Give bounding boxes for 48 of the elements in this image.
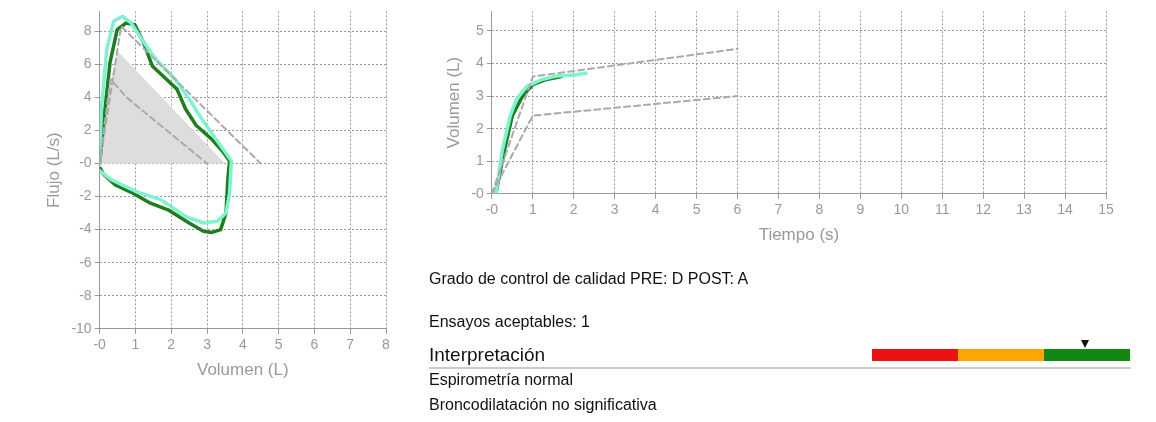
y-tick-label: 6 [83, 55, 92, 72]
x-axis-title: Tiempo (s) [758, 225, 840, 245]
x-tick-label: 7 [346, 336, 355, 353]
x-tick-label: 6 [733, 201, 742, 218]
x-tick-label: 11 [934, 201, 950, 218]
x-tick-label: 4 [238, 336, 247, 353]
y-tick-label: -0 [471, 184, 485, 201]
x-tick-label: 5 [274, 336, 283, 353]
x-tick-label: 14 [1057, 201, 1074, 218]
y-axis-title: Flujo (L/s) [43, 132, 63, 208]
x-tick-label: 5 [692, 201, 701, 218]
y-tick-label: 2 [83, 121, 92, 138]
y-tick-label: 2 [476, 119, 485, 136]
text: Interpretación [429, 344, 546, 366]
y-tick-label: 8 [83, 22, 92, 39]
x-tick-label: 12 [975, 201, 992, 218]
y-tick-label: -2 [79, 187, 92, 204]
y-tick-label: 4 [476, 54, 485, 71]
x-tick-label: 2 [167, 336, 176, 353]
text: Broncodilatación no significativa [429, 396, 657, 414]
x-tick-label: 1 [131, 336, 140, 353]
x-tick-label: 1 [528, 201, 537, 218]
y-tick-label: 3 [476, 86, 485, 103]
x-tick-label: 10 [893, 201, 910, 218]
y-tick-label: -10 [71, 319, 92, 336]
text: Ensayos aceptables: 1 [429, 313, 590, 331]
y-tick-label: 1 [476, 152, 485, 169]
y-tick-label: -0 [79, 154, 92, 171]
x-tick-label: 15 [1098, 201, 1114, 218]
x-tick-label: 13 [1016, 201, 1033, 218]
x-tick-label: 8 [815, 201, 824, 218]
y-tick-label: -8 [79, 286, 92, 303]
x-tick-label: 2 [569, 201, 578, 218]
x-tick-label: 7 [774, 201, 783, 218]
y-axis-title: Volumen (L) [443, 56, 463, 149]
y-tick-label: -4 [79, 220, 92, 237]
y-tick-label: 5 [476, 21, 485, 38]
x-tick-label: 3 [610, 201, 619, 218]
x-tick-label: 3 [203, 336, 212, 353]
y-tick-label: 4 [83, 88, 92, 105]
text: Grado de control de calidad PRE: D POST: A [429, 270, 749, 288]
x-tick-label: 8 [382, 336, 391, 353]
y-tick-label: -6 [79, 253, 92, 270]
x-tick-label: 9 [856, 201, 865, 218]
x-axis-title: Volumen (L) [196, 360, 289, 380]
text: Espirometría normal [429, 371, 574, 389]
x-tick-label: 4 [651, 201, 660, 218]
x-tick-label: 6 [310, 336, 319, 353]
